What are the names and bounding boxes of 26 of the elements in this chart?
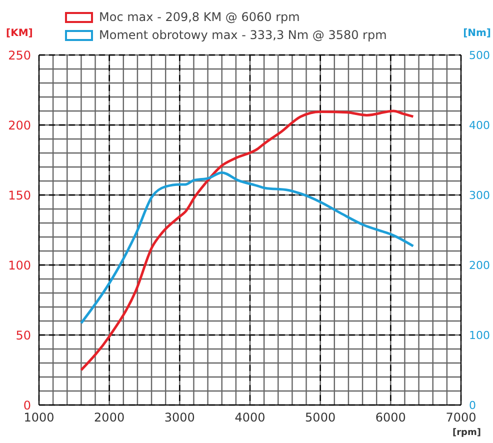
x-tick-label: 3000: [164, 410, 195, 425]
x-tick-label: 2000: [94, 410, 125, 425]
y-tick-label: 0: [23, 398, 31, 412]
x-tick-label: 7000: [446, 410, 476, 425]
y2-tick-label: 100: [469, 328, 490, 342]
y-tick-label: 50: [16, 328, 31, 342]
y2-axis-title: [Nm]: [463, 28, 491, 39]
y2-tick-label: 500: [469, 48, 490, 62]
x-tick-label: 6000: [375, 410, 406, 425]
y-tick-label: 150: [8, 188, 31, 202]
y2-tick-label: 400: [469, 118, 490, 132]
y-tick-label: 200: [8, 118, 31, 132]
y-axis-title: [KM]: [6, 28, 33, 39]
line-series: [80, 110, 414, 372]
x-tick-label: 5000: [305, 410, 336, 425]
y-tick-label: 100: [8, 258, 31, 272]
line-series: [80, 171, 414, 324]
y-tick-label: 250: [8, 48, 31, 62]
x-axis-title: [rpm]: [452, 428, 481, 438]
x-tick-label: 4000: [234, 410, 266, 425]
y2-tick-label: 0: [469, 398, 476, 412]
legend-label: Moment obrotowy max - 333,3 Nm @ 3580 rpm: [99, 28, 387, 42]
y2-tick-label: 200: [469, 258, 490, 272]
legend-label: Moc max - 209,8 KM @ 6060 rpm: [99, 10, 300, 24]
x-tick-label: 1000: [24, 410, 54, 425]
y2-tick-label: 300: [469, 188, 490, 202]
